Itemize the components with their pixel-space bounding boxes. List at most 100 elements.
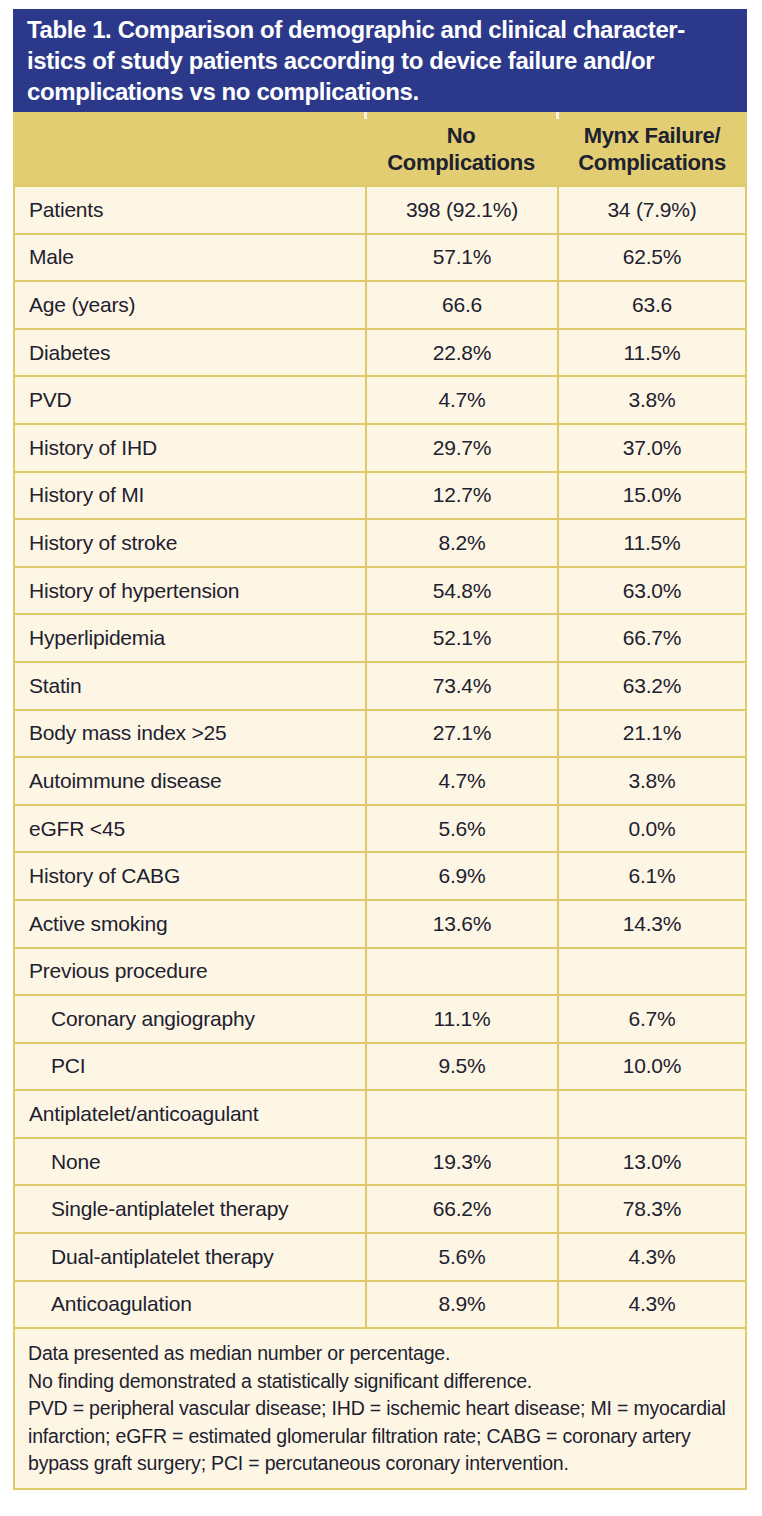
row-value-no-complications: 66.2% bbox=[365, 1186, 557, 1232]
table-row: History of CABG 6.9% 6.1% bbox=[15, 851, 745, 899]
table-row: Active smoking 13.6% 14.3% bbox=[15, 899, 745, 947]
table-row: History of IHD 29.7% 37.0% bbox=[15, 423, 745, 471]
row-value-mynx-failure: 3.8% bbox=[557, 377, 745, 423]
row-label: Dual-antiplatelet therapy bbox=[15, 1234, 365, 1280]
row-value-mynx-failure: 11.5% bbox=[557, 330, 745, 376]
row-value-mynx-failure: 21.1% bbox=[557, 711, 745, 757]
row-label: History of CABG bbox=[15, 853, 365, 899]
column-header-mynx-failure: Mynx Failure/ Complications bbox=[557, 122, 747, 176]
page: Table 1. Comparison of demographic and c… bbox=[0, 0, 762, 1516]
row-value-mynx-failure: 15.0% bbox=[557, 473, 745, 519]
table-row: Single-antiplatelet therapy 66.2% 78.3% bbox=[15, 1184, 745, 1232]
header-divider-tick bbox=[556, 112, 559, 119]
row-value-no-complications: 27.1% bbox=[365, 711, 557, 757]
row-label: Antiplatelet/anticoagulant bbox=[15, 1091, 365, 1137]
table-row: PCI 9.5% 10.0% bbox=[15, 1042, 745, 1090]
row-value-mynx-failure: 6.1% bbox=[557, 853, 745, 899]
header-divider-tick bbox=[364, 112, 367, 119]
table-title-line: complications vs no complications. bbox=[27, 76, 733, 107]
row-label: PCI bbox=[15, 1044, 365, 1090]
row-value-no-complications: 4.7% bbox=[365, 377, 557, 423]
row-label: Autoimmune disease bbox=[15, 758, 365, 804]
table-title-line: istics of study patients according to de… bbox=[27, 45, 733, 76]
table-row: History of stroke 8.2% 11.5% bbox=[15, 518, 745, 566]
row-value-mynx-failure: 14.3% bbox=[557, 901, 745, 947]
table-row: Diabetes 22.8% 11.5% bbox=[15, 328, 745, 376]
table-title-line: Table 1. Comparison of demographic and c… bbox=[27, 14, 733, 45]
table-row: Male 57.1% 62.5% bbox=[15, 233, 745, 281]
row-label: History of MI bbox=[15, 473, 365, 519]
table-row: Patients 398 (92.1%) 34 (7.9%) bbox=[15, 185, 745, 233]
row-value-no-complications: 73.4% bbox=[365, 663, 557, 709]
row-value-mynx-failure: 11.5% bbox=[557, 520, 745, 566]
table-row: History of MI 12.7% 15.0% bbox=[15, 471, 745, 519]
table-row: Age (years) 66.6 63.6 bbox=[15, 280, 745, 328]
row-value-mynx-failure: 3.8% bbox=[557, 758, 745, 804]
row-value-mynx-failure: 13.0% bbox=[557, 1139, 745, 1185]
footnote: No finding demonstrated a statistically … bbox=[28, 1368, 732, 1396]
row-value-mynx-failure: 6.7% bbox=[557, 996, 745, 1042]
row-label: Body mass index >25 bbox=[15, 711, 365, 757]
table-row: Dual-antiplatelet therapy 5.6% 4.3% bbox=[15, 1232, 745, 1280]
row-label: Male bbox=[15, 235, 365, 281]
table-title: Table 1. Comparison of demographic and c… bbox=[13, 9, 747, 112]
row-value-no-complications: 54.8% bbox=[365, 568, 557, 614]
table-row: Hyperlipidemia 52.1% 66.7% bbox=[15, 613, 745, 661]
row-label: eGFR <45 bbox=[15, 806, 365, 852]
row-value-no-complications: 5.6% bbox=[365, 1234, 557, 1280]
row-label: History of IHD bbox=[15, 425, 365, 471]
row-value-no-complications bbox=[365, 949, 557, 995]
row-value-no-complications: 66.6 bbox=[365, 282, 557, 328]
row-value-mynx-failure: 63.6 bbox=[557, 282, 745, 328]
table-row: eGFR <45 5.6% 0.0% bbox=[15, 804, 745, 852]
row-value-no-complications: 5.6% bbox=[365, 806, 557, 852]
row-label: Single-antiplatelet therapy bbox=[15, 1186, 365, 1232]
row-label: None bbox=[15, 1139, 365, 1185]
table-1: Table 1. Comparison of demographic and c… bbox=[13, 9, 747, 1490]
row-value-no-complications: 8.2% bbox=[365, 520, 557, 566]
row-value-mynx-failure: 66.7% bbox=[557, 615, 745, 661]
column-header-line: No bbox=[365, 122, 557, 149]
row-value-no-complications: 13.6% bbox=[365, 901, 557, 947]
table-row: Antiplatelet/anticoagulant bbox=[15, 1089, 745, 1137]
row-value-mynx-failure: 0.0% bbox=[557, 806, 745, 852]
row-label: Previous procedure bbox=[15, 949, 365, 995]
row-value-mynx-failure: 4.3% bbox=[557, 1282, 745, 1328]
row-value-no-complications: 398 (92.1%) bbox=[365, 187, 557, 233]
row-value-no-complications: 9.5% bbox=[365, 1044, 557, 1090]
table-row: Anticoagulation 8.9% 4.3% bbox=[15, 1280, 745, 1328]
row-value-no-complications bbox=[365, 1091, 557, 1137]
row-value-mynx-failure bbox=[557, 949, 745, 995]
table-body: Patients 398 (92.1%) 34 (7.9%) Male 57.1… bbox=[13, 185, 747, 1327]
row-value-no-complications: 6.9% bbox=[365, 853, 557, 899]
row-value-mynx-failure: 37.0% bbox=[557, 425, 745, 471]
row-label: History of stroke bbox=[15, 520, 365, 566]
row-label: PVD bbox=[15, 377, 365, 423]
row-value-no-complications: 22.8% bbox=[365, 330, 557, 376]
row-value-mynx-failure: 78.3% bbox=[557, 1186, 745, 1232]
row-value-mynx-failure: 10.0% bbox=[557, 1044, 745, 1090]
row-value-no-complications: 4.7% bbox=[365, 758, 557, 804]
row-value-mynx-failure: 4.3% bbox=[557, 1234, 745, 1280]
footnotes: Data presented as median number or perce… bbox=[13, 1327, 747, 1490]
row-label: Active smoking bbox=[15, 901, 365, 947]
row-value-mynx-failure: 34 (7.9%) bbox=[557, 187, 745, 233]
row-value-no-complications: 8.9% bbox=[365, 1282, 557, 1328]
row-label: Hyperlipidemia bbox=[15, 615, 365, 661]
row-value-mynx-failure: 63.0% bbox=[557, 568, 745, 614]
row-label: Coronary angiography bbox=[15, 996, 365, 1042]
table-row: Autoimmune disease 4.7% 3.8% bbox=[15, 756, 745, 804]
footnote: Data presented as median number or perce… bbox=[28, 1340, 732, 1368]
row-label: Diabetes bbox=[15, 330, 365, 376]
table-row: PVD 4.7% 3.8% bbox=[15, 375, 745, 423]
table-row: None 19.3% 13.0% bbox=[15, 1137, 745, 1185]
row-value-no-complications: 11.1% bbox=[365, 996, 557, 1042]
row-value-no-complications: 29.7% bbox=[365, 425, 557, 471]
row-value-mynx-failure: 62.5% bbox=[557, 235, 745, 281]
row-value-no-complications: 52.1% bbox=[365, 615, 557, 661]
footnote: PVD = peripheral vascular disease; IHD =… bbox=[28, 1395, 732, 1478]
row-value-mynx-failure: 63.2% bbox=[557, 663, 745, 709]
row-label: Statin bbox=[15, 663, 365, 709]
row-label: Age (years) bbox=[15, 282, 365, 328]
column-header-line: Complications bbox=[365, 149, 557, 176]
